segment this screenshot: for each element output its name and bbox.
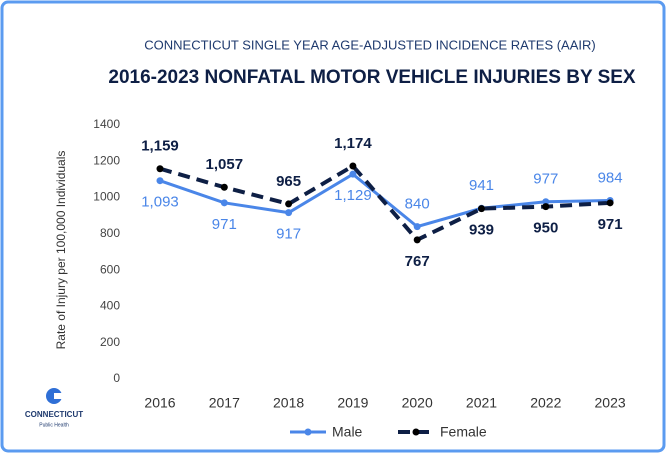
data-label: 1,174 [334, 135, 372, 152]
x-tick-label: 2021 [466, 395, 497, 411]
x-tick-label: 2018 [273, 395, 304, 411]
marker [285, 209, 293, 217]
marker [478, 205, 485, 213]
marker [349, 170, 357, 178]
x-tick-label: 2023 [595, 395, 626, 411]
data-label: 1,057 [206, 156, 244, 173]
data-label: 971 [598, 216, 623, 233]
data-label: 939 [469, 222, 494, 239]
logo-subtitle: Public Health [39, 422, 69, 428]
legend-marker [304, 428, 312, 436]
marker [285, 200, 293, 208]
marker [349, 162, 357, 170]
legend-label: Female [440, 424, 487, 440]
logo-icon-cut [54, 393, 63, 399]
y-tick-label: 1400 [93, 117, 120, 131]
marker [606, 199, 614, 207]
marker [413, 223, 421, 231]
legend-marker [412, 428, 420, 436]
marker [156, 165, 164, 173]
marker [542, 203, 550, 211]
y-axis-label: Rate of Injury per 100,000 Individuals [54, 151, 68, 350]
marker [156, 177, 164, 185]
x-tick-label: 2016 [144, 395, 175, 411]
data-label: 984 [598, 169, 623, 186]
x-tick-label: 2020 [402, 395, 433, 411]
x-tick-label: 2022 [530, 395, 561, 411]
data-label: 941 [469, 177, 494, 194]
marker [542, 198, 550, 206]
y-tick-label: 400 [100, 299, 120, 313]
data-label: 767 [405, 253, 430, 270]
series-line [159, 163, 611, 243]
y-tick-label: 1200 [93, 153, 120, 167]
y-tick-label: 600 [100, 262, 120, 276]
legend-label: Male [332, 424, 363, 440]
data-label: 977 [533, 171, 558, 188]
marker [413, 236, 421, 244]
y-tick-label: 200 [100, 335, 120, 349]
x-tick-label: 2019 [337, 395, 368, 411]
data-label: 1,093 [141, 194, 179, 211]
logo: CONNECTICUT Public Health [25, 388, 83, 428]
marker [220, 183, 228, 191]
data-label: 917 [276, 226, 301, 243]
data-label: 971 [212, 216, 237, 233]
y-tick-label: 1000 [93, 190, 120, 204]
data-label: 840 [405, 196, 430, 213]
chart-title: 2016-2023 NONFATAL MOTOR VEHICLE INJURIE… [108, 67, 636, 88]
data-label: 1,129 [334, 187, 372, 204]
data-label: 965 [276, 173, 301, 190]
x-tick-label: 2017 [209, 395, 240, 411]
y-tick-label: 800 [100, 226, 120, 240]
chart-subtitle: CONNECTICUT SINGLE YEAR AGE-ADJUSTED INC… [144, 37, 595, 52]
logo-name: CONNECTICUT [25, 410, 83, 419]
data-label: 950 [533, 220, 558, 237]
data-label: 1,159 [141, 138, 179, 155]
y-tick-label: 0 [113, 371, 120, 385]
marker [220, 199, 228, 207]
